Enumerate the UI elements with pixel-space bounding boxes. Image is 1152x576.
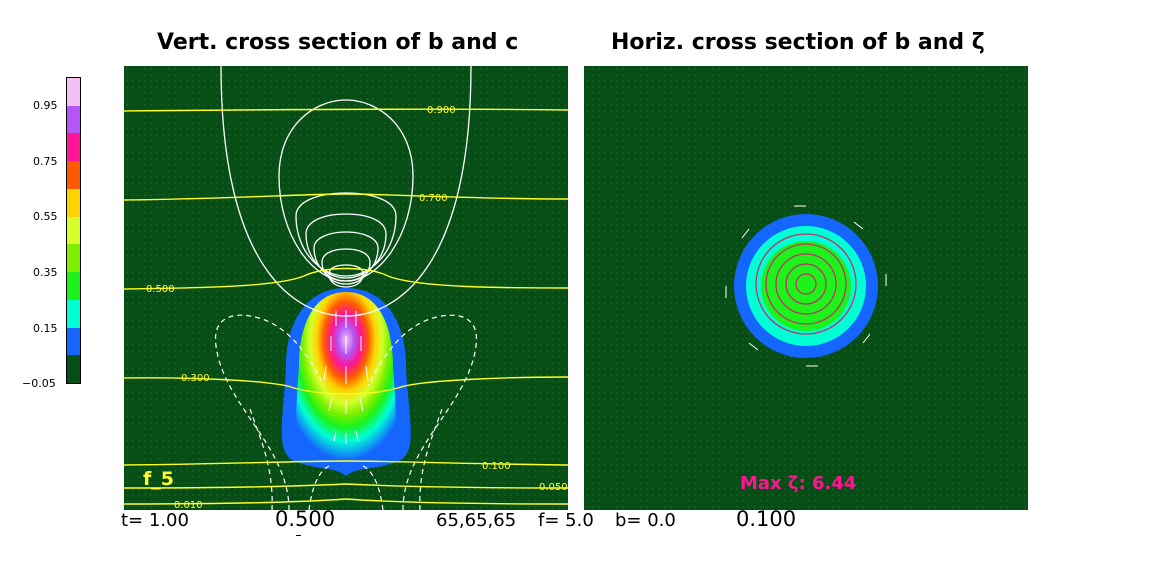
colorbar-segment: [67, 216, 80, 245]
contour-label: 0.010: [174, 500, 203, 510]
left-scale-value: 0.500: [275, 507, 336, 531]
colorbar-segment: [67, 272, 80, 300]
max-zeta-label: Max ζ: 6.44: [740, 473, 857, 494]
f-parameter-label: f= 5.0: [538, 510, 594, 531]
colorbar: [66, 77, 81, 384]
colorbar-segment: [67, 355, 80, 384]
colorbar-segment: [67, 244, 80, 273]
vertical-cross-section-plot: 0.900 0.700 0.500 0.300 0.100 0.050 0.01…: [124, 66, 568, 510]
colorbar-segment: [67, 133, 80, 162]
colorbar-segment: [67, 161, 80, 189]
b-contours: [124, 108, 568, 505]
c-contours-negative: [214, 314, 478, 510]
colorbar-segment: [67, 327, 80, 356]
colorbar-tick-label: 0.35: [33, 266, 58, 279]
time-label: t= 1.00: [121, 510, 189, 531]
colorbar-segment: [67, 188, 80, 217]
colorbar-segment: [67, 299, 80, 328]
colorbar-tick-label: −0.05: [22, 377, 56, 390]
contour-label: 0.900: [427, 105, 456, 116]
colorbar-tick-label: 0.95: [33, 99, 58, 112]
contour-label: 0.500: [146, 284, 175, 295]
velocity-vectors: [323, 310, 369, 444]
horizontal-cross-section-panel: Max ζ: 6.44: [584, 66, 1028, 510]
panel-label: f_5: [143, 468, 174, 490]
velocity-vectors: [725, 205, 887, 367]
left-panel-title: Vert. cross section of b and c: [157, 30, 519, 55]
scale-arrow: [296, 535, 301, 536]
colorbar-segment: [67, 105, 80, 134]
contour-label: 0.300: [181, 373, 210, 384]
right-scale-value: 0.100: [736, 507, 797, 531]
contour-label: 0.100: [482, 461, 511, 472]
b-contour-labels: 0.900 0.700 0.500 0.300 0.100 0.050 0.01…: [146, 105, 568, 510]
colorbar-segment: [67, 78, 80, 106]
colorbar-tick-label: 0.55: [33, 210, 58, 223]
contour-label: 0.700: [419, 193, 448, 204]
horizontal-cross-section-plot: [584, 66, 1028, 510]
vertical-cross-section-panel: 0.900 0.700 0.500 0.300 0.100 0.050 0.01…: [124, 66, 568, 510]
colorbar-tick-label: 0.15: [33, 322, 58, 335]
zeta-contours: [755, 233, 857, 335]
right-panel-title: Horiz. cross section of b and ζ: [611, 30, 985, 55]
b-parameter-label: b= 0.0: [615, 510, 676, 531]
colorbar-tick-label: 0.75: [33, 155, 58, 168]
contour-label: 0.050: [539, 482, 568, 493]
grid-size-label: 65,65,65: [436, 510, 517, 531]
